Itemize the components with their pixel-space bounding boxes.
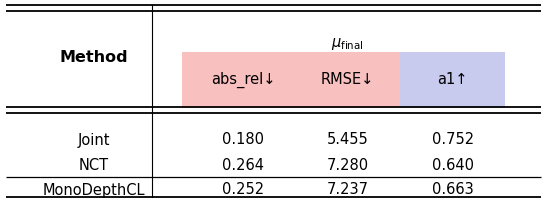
Text: $\mu_{\mathrm{final}}$: $\mu_{\mathrm{final}}$ <box>331 36 364 52</box>
Text: 0.663: 0.663 <box>432 182 474 198</box>
Text: NCT: NCT <box>79 158 109 172</box>
Text: 5.455: 5.455 <box>327 132 369 148</box>
Text: MonoDepthCL: MonoDepthCL <box>43 182 145 198</box>
Text: 0.252: 0.252 <box>222 182 264 198</box>
Text: Method: Method <box>60 49 128 64</box>
Bar <box>182 52 304 108</box>
Text: 0.180: 0.180 <box>222 132 264 148</box>
Text: abs_rel↓: abs_rel↓ <box>211 72 275 88</box>
Text: Joint: Joint <box>78 132 110 148</box>
Bar <box>287 52 408 108</box>
Text: a1↑: a1↑ <box>437 72 468 88</box>
Text: 0.640: 0.640 <box>432 158 474 172</box>
Text: 0.752: 0.752 <box>432 132 474 148</box>
Bar <box>400 52 505 108</box>
Text: 7.237: 7.237 <box>327 182 369 198</box>
Text: RMSE↓: RMSE↓ <box>321 72 374 88</box>
Text: 7.280: 7.280 <box>327 158 369 172</box>
Text: 0.264: 0.264 <box>222 158 264 172</box>
